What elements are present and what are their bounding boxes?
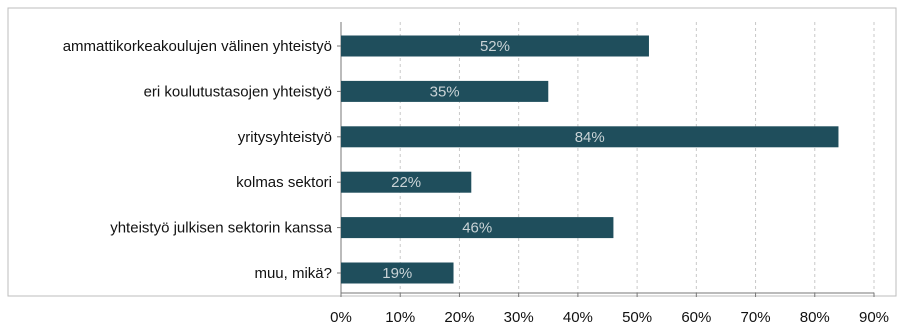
data-label: 46% bbox=[462, 220, 492, 237]
category-label: yhteistyö julkisen sektorin kanssa bbox=[110, 220, 332, 237]
x-tick-label: 80% bbox=[800, 309, 830, 326]
x-tick-label: 70% bbox=[741, 309, 771, 326]
bar bbox=[341, 217, 614, 239]
x-tick-label: 30% bbox=[504, 309, 534, 326]
category-label: kolmas sektori bbox=[236, 174, 332, 191]
data-label: 19% bbox=[382, 265, 412, 282]
plot-area-frame bbox=[7, 7, 897, 297]
bar bbox=[341, 262, 454, 284]
data-label: 52% bbox=[480, 38, 510, 55]
category-labels: ammattikorkeakoulujen välinen yhteistyö e… bbox=[63, 38, 333, 282]
data-labels: 52% 35% 84% 22% 46% 19% bbox=[382, 38, 605, 282]
data-label: 84% bbox=[575, 129, 605, 146]
x-tick-label: 60% bbox=[681, 309, 711, 326]
x-tick-label: 90% bbox=[859, 309, 889, 326]
bar bbox=[341, 80, 549, 102]
bar bbox=[341, 171, 472, 193]
x-tick-label: 20% bbox=[444, 309, 474, 326]
category-label: ammattikorkeakoulujen välinen yhteistyö bbox=[63, 38, 332, 55]
category-label: yritysyhteistyö bbox=[238, 129, 332, 146]
bars bbox=[341, 35, 839, 284]
category-label: muu, mikä? bbox=[254, 265, 332, 282]
category-label: eri koulutustasojen yhteistyö bbox=[144, 83, 332, 100]
bar bbox=[341, 126, 839, 148]
data-label: 35% bbox=[430, 83, 460, 100]
data-label: 22% bbox=[391, 174, 421, 191]
x-tick-labels: 0% 10% 20% 30% 40% 50% 60% 70% 80% 90% bbox=[330, 309, 889, 326]
bar bbox=[341, 35, 649, 57]
x-tick-label: 40% bbox=[563, 309, 593, 326]
x-tick-label: 10% bbox=[385, 309, 415, 326]
x-tick-label: 50% bbox=[622, 309, 652, 326]
x-tick-label: 0% bbox=[330, 309, 352, 326]
axes bbox=[337, 22, 875, 297]
